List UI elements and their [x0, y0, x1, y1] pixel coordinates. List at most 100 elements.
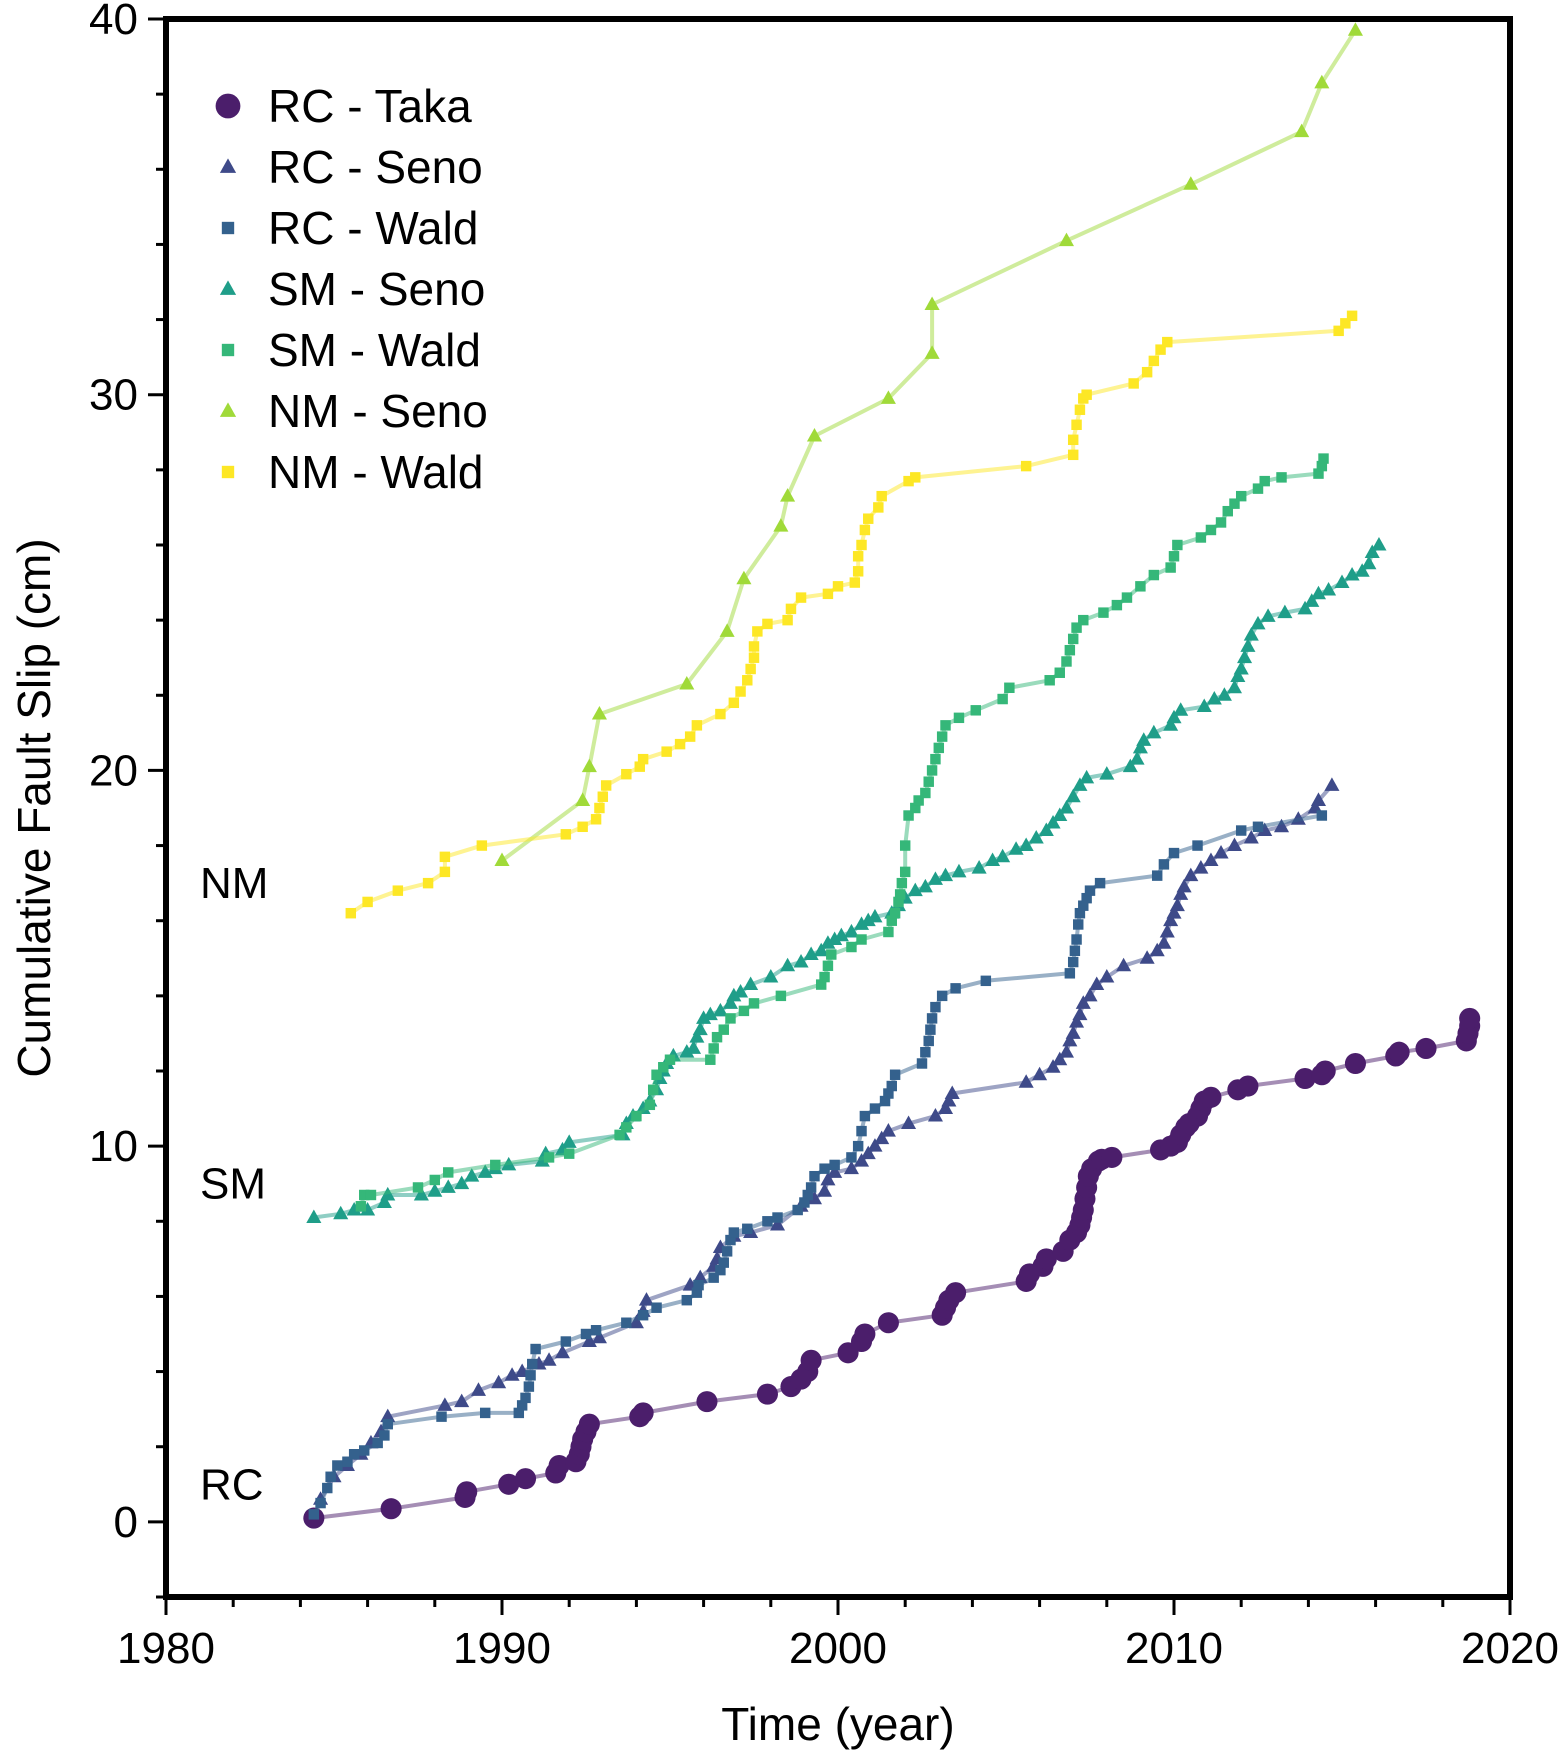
data-point — [575, 792, 591, 806]
data-point — [1257, 822, 1273, 837]
data-point — [1314, 74, 1330, 89]
data-point — [315, 1497, 326, 1509]
legend-label: SM - Seno — [268, 263, 485, 315]
data-point — [1318, 453, 1329, 464]
legend-item: SM - Wald — [221, 324, 481, 376]
data-point — [1052, 807, 1068, 821]
data-point — [1065, 788, 1081, 803]
ticks-layer: 1980 1990 2000 2010 2020 0 10 20 30 40 — [89, 0, 1559, 1673]
data-point — [802, 1189, 813, 1201]
data-point — [1075, 995, 1091, 1009]
data-point — [437, 1397, 453, 1411]
data-point — [1018, 837, 1034, 852]
data-point — [1148, 355, 1160, 367]
data-point — [1297, 600, 1313, 615]
series-6 — [345, 310, 1358, 919]
data-point — [1415, 1037, 1437, 1059]
data-point — [899, 866, 911, 878]
data-point — [1200, 1086, 1222, 1108]
data-point — [725, 1234, 736, 1246]
data-point — [951, 863, 967, 878]
data-point — [773, 518, 789, 532]
data-point — [1314, 1060, 1336, 1082]
data-point — [1122, 758, 1138, 773]
data-point — [679, 675, 695, 690]
data-point — [1260, 608, 1276, 622]
data-point — [359, 1189, 370, 1201]
legend-item: SM - Seno — [219, 263, 485, 315]
data-point — [600, 780, 612, 791]
data-point — [1132, 739, 1148, 754]
data-point — [1008, 841, 1024, 855]
data-point — [359, 1445, 370, 1456]
data-point — [1064, 644, 1076, 656]
data-point — [1079, 769, 1095, 784]
data-point — [1084, 885, 1096, 896]
data-point — [1205, 524, 1217, 536]
data-point — [910, 472, 921, 483]
data-point — [621, 1122, 632, 1133]
data-point — [950, 983, 961, 994]
data-point — [910, 802, 921, 814]
data-point — [1078, 614, 1089, 626]
data-point — [1344, 566, 1360, 581]
y-tick-label: 30 — [89, 371, 138, 420]
data-point — [1313, 468, 1324, 479]
legend-label: RC - Taka — [268, 80, 472, 132]
data-point — [805, 1182, 817, 1193]
data-point — [752, 626, 763, 637]
data-point — [936, 731, 948, 742]
data-point — [1215, 517, 1227, 528]
data-point — [856, 934, 867, 945]
data-point — [560, 1336, 572, 1347]
data-point — [621, 1317, 632, 1328]
data-point — [859, 1110, 871, 1122]
legend-item: RC - Taka — [215, 80, 472, 132]
data-point — [1166, 905, 1182, 919]
data-point — [380, 1498, 402, 1520]
data-point — [1169, 897, 1185, 912]
data-point — [930, 753, 941, 765]
group-label-layer: NM SM RC — [200, 859, 268, 1509]
legend-marker — [221, 221, 235, 235]
data-point — [504, 1367, 520, 1381]
data-point — [638, 1292, 655, 1306]
data-point — [743, 976, 759, 991]
data-point — [869, 1103, 881, 1114]
data-point — [345, 907, 357, 919]
data-point — [1020, 460, 1032, 472]
data-point — [1038, 822, 1054, 837]
data-point — [1069, 945, 1081, 956]
data-point — [889, 1069, 901, 1080]
data-point — [970, 705, 981, 716]
data-point — [1168, 847, 1180, 859]
data-point — [590, 1325, 602, 1336]
data-point — [793, 953, 809, 968]
data-point — [634, 761, 645, 772]
data-point — [621, 768, 632, 780]
data-point — [1294, 1067, 1316, 1090]
data-point — [853, 1153, 870, 1167]
data-point — [1233, 660, 1249, 675]
data-point — [846, 941, 857, 953]
series-line — [349, 314, 1354, 915]
data-point — [785, 603, 797, 615]
data-point — [1052, 1051, 1068, 1066]
data-point — [745, 663, 756, 675]
data-point — [827, 931, 843, 945]
data-point — [692, 1269, 708, 1284]
data-point — [1111, 599, 1123, 611]
data-point — [1206, 690, 1222, 705]
data-point — [581, 758, 597, 773]
data-point — [491, 1374, 507, 1389]
data-point — [877, 1312, 899, 1334]
data-point — [937, 867, 954, 882]
data-point — [674, 738, 686, 750]
data-point — [712, 1002, 728, 1017]
data-point — [775, 990, 787, 1002]
y-tick-label: 10 — [89, 1122, 138, 1171]
data-point — [477, 1164, 493, 1178]
data-point — [561, 1134, 577, 1148]
data-point — [1176, 878, 1192, 893]
data-point — [852, 551, 864, 562]
